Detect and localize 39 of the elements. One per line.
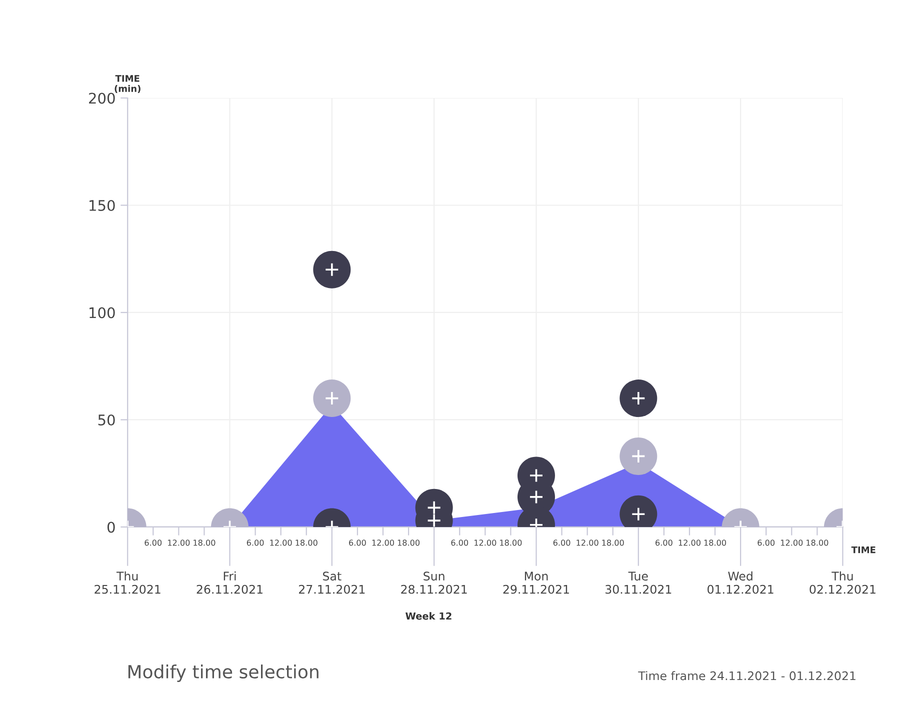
x2-tick-label: 18.00 <box>806 540 828 546</box>
x2-tick-label: 6.00 <box>349 540 366 546</box>
x2-tick-label: 18.00 <box>194 540 216 546</box>
x2-tick-label: 18.00 <box>296 540 318 546</box>
x-tick-label: Fri 26.11.2021 <box>196 571 262 594</box>
x-tick-label: Sat 27.11.2021 <box>298 572 365 594</box>
y-tick-label: 200 <box>89 92 115 104</box>
x-tick-label: Thu 02.12.2021 <box>810 571 876 594</box>
x2-tick-label: 6.00 <box>758 540 775 546</box>
x2-tick-label: 12.00 <box>474 540 496 546</box>
x2-tick-label: 6.00 <box>246 540 264 546</box>
x-tick-label: Sun 28.11.2021 <box>401 572 467 594</box>
x-tick-label: Wed 01.12.2021 <box>708 571 774 594</box>
x2-tick-label: 12.00 <box>781 540 803 546</box>
y-tick-label: 50 <box>98 414 115 426</box>
x-axis-title: TIME <box>851 546 876 554</box>
text: Modify time selection <box>128 664 318 682</box>
x-tick-label: Mon 29.11.2021 <box>503 572 569 594</box>
x2-tick-label: 18.00 <box>398 540 420 546</box>
y-tick-label: 0 <box>107 522 115 533</box>
y-axis-title: TIME (min) <box>114 75 140 94</box>
x2-tick-label: 6.00 <box>451 540 468 546</box>
x2-tick-label: 18.00 <box>704 540 726 546</box>
x2-tick-label: 12.00 <box>270 540 292 546</box>
x-tick-label: Tue 30.11.2021 <box>606 572 672 594</box>
x2-tick-label: 18.00 <box>500 540 522 546</box>
x2-tick-label: 6.00 <box>553 540 570 546</box>
x2-tick-label: 12.00 <box>576 540 598 546</box>
x2-tick-label: 12.00 <box>168 540 190 546</box>
x2-tick-label: 12.00 <box>372 540 394 546</box>
x-tick-label: Thu 25.11.2021 <box>94 571 160 594</box>
x2-tick-label: 18.00 <box>602 540 624 546</box>
y-tick-label: 100 <box>90 307 115 318</box>
y-tick-label: 150 <box>90 200 115 211</box>
x2-tick-label: 6.00 <box>656 540 672 546</box>
x2-tick-label: 12.00 <box>678 540 700 546</box>
x2-tick-label: 6.00 <box>144 540 162 546</box>
text: Week 12 <box>406 612 452 620</box>
text: Time frame 24.11.2021 - 01.12.2021 <box>638 671 856 680</box>
